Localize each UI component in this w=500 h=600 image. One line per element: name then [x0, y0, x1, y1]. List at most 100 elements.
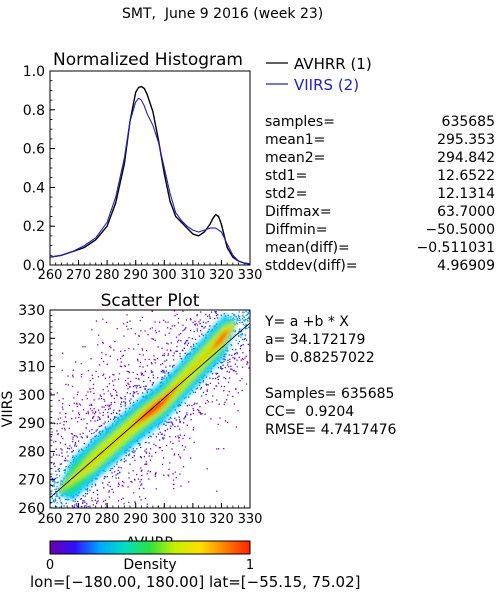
stat-label: Diffmin= [265, 222, 328, 238]
scatter-point [61, 406, 64, 408]
scatter-point [209, 325, 211, 327]
stat-value: 12.1314 [437, 186, 495, 202]
scatter-point [160, 371, 162, 373]
scatter-point [64, 457, 67, 459]
scatter-point [159, 446, 161, 449]
scatter-point [195, 388, 197, 390]
scatter-point [62, 403, 64, 405]
scatter-point [179, 428, 181, 430]
scatter-point [151, 371, 154, 373]
scatter-point [122, 485, 124, 487]
scatter-point [194, 391, 196, 394]
scatter-point [162, 438, 164, 440]
scatter-point [111, 395, 113, 397]
scatter-point [186, 412, 188, 414]
scatter-point [128, 347, 130, 350]
scatter-point [238, 319, 240, 321]
scatter-point [221, 362, 224, 364]
scatter-point [190, 413, 192, 415]
scatter-point [158, 330, 160, 332]
scatter-point [196, 402, 198, 405]
scatter-point [63, 505, 65, 507]
scatter-point [217, 367, 220, 369]
scatter-point [196, 314, 198, 316]
scatter-point [88, 430, 91, 432]
scatter-point [141, 316, 143, 319]
scatter-point [132, 394, 134, 396]
scatter-point [231, 354, 233, 356]
scatter-point [109, 376, 111, 378]
scatter-point [146, 365, 148, 367]
scatter-point [227, 362, 229, 364]
scatter-point [128, 383, 130, 386]
scatter-point [193, 403, 195, 406]
scatter-point [87, 370, 90, 372]
scatter-point [181, 445, 184, 447]
scatter-point [237, 410, 239, 412]
scatter-point [230, 365, 232, 367]
scatter-point [72, 450, 74, 452]
x-tick-label: 290 [123, 512, 148, 527]
scatter-point [76, 393, 78, 396]
scatter-point [201, 333, 203, 335]
scatter-point [58, 496, 61, 498]
scatter-point [107, 416, 109, 418]
scatter-point [60, 448, 62, 450]
scatter-point [103, 393, 105, 395]
scatter-point [228, 371, 230, 373]
scatter-point [72, 410, 74, 412]
scatter-point [74, 443, 76, 445]
scatter-point [109, 345, 111, 347]
scatter-point [234, 353, 236, 355]
scatter-point [173, 454, 175, 456]
scatter-point [154, 339, 156, 341]
scatter-point [232, 395, 234, 397]
scatter-point [91, 497, 93, 499]
scatter-point [87, 391, 89, 393]
scatter-point [126, 314, 128, 316]
scatter-point [210, 418, 212, 420]
scatter-point [57, 433, 60, 435]
scatter-point [56, 502, 58, 504]
scatter-point [220, 366, 222, 368]
scatter-point [102, 414, 104, 416]
scatter-point [216, 448, 218, 450]
scatter-point [155, 452, 157, 454]
scatter-point [174, 425, 176, 428]
scatter-point [129, 393, 131, 395]
scatter-point [154, 359, 156, 361]
scatter-point [166, 342, 168, 344]
scatter-point [54, 465, 56, 468]
scatter-point [75, 361, 77, 363]
scatter-point [65, 413, 67, 415]
scatter-point [232, 317, 234, 319]
scatter-point [137, 343, 139, 346]
scatter-point [185, 319, 188, 321]
scatter-point [196, 315, 198, 317]
scatter-point [54, 488, 56, 491]
scatter-point [219, 367, 222, 369]
scatter-point [76, 403, 78, 405]
scatter-point [238, 356, 240, 359]
colorbar-min-label: 0 [46, 558, 54, 573]
scatter-point [101, 424, 103, 427]
scatter-point [128, 472, 130, 474]
scatter-point [153, 355, 155, 357]
scatter-point [168, 475, 170, 477]
scatter-point [140, 330, 142, 332]
scatter-point [121, 484, 123, 487]
x-tick-label: 320 [209, 268, 234, 280]
scatter-point [83, 442, 85, 445]
scatter-point [131, 451, 133, 453]
scatter-point [130, 380, 132, 383]
scatter-point [155, 471, 157, 474]
scatter-point [94, 499, 96, 501]
scatter-point [123, 335, 125, 337]
scatter-point [167, 354, 169, 357]
scatter-point [193, 441, 195, 443]
stat-label: std1= [265, 168, 308, 184]
viirs-histogram-line [49, 97, 251, 265]
scatter-point [162, 457, 165, 459]
scatter-point [84, 501, 86, 504]
x-tick-label: 300 [152, 512, 177, 527]
